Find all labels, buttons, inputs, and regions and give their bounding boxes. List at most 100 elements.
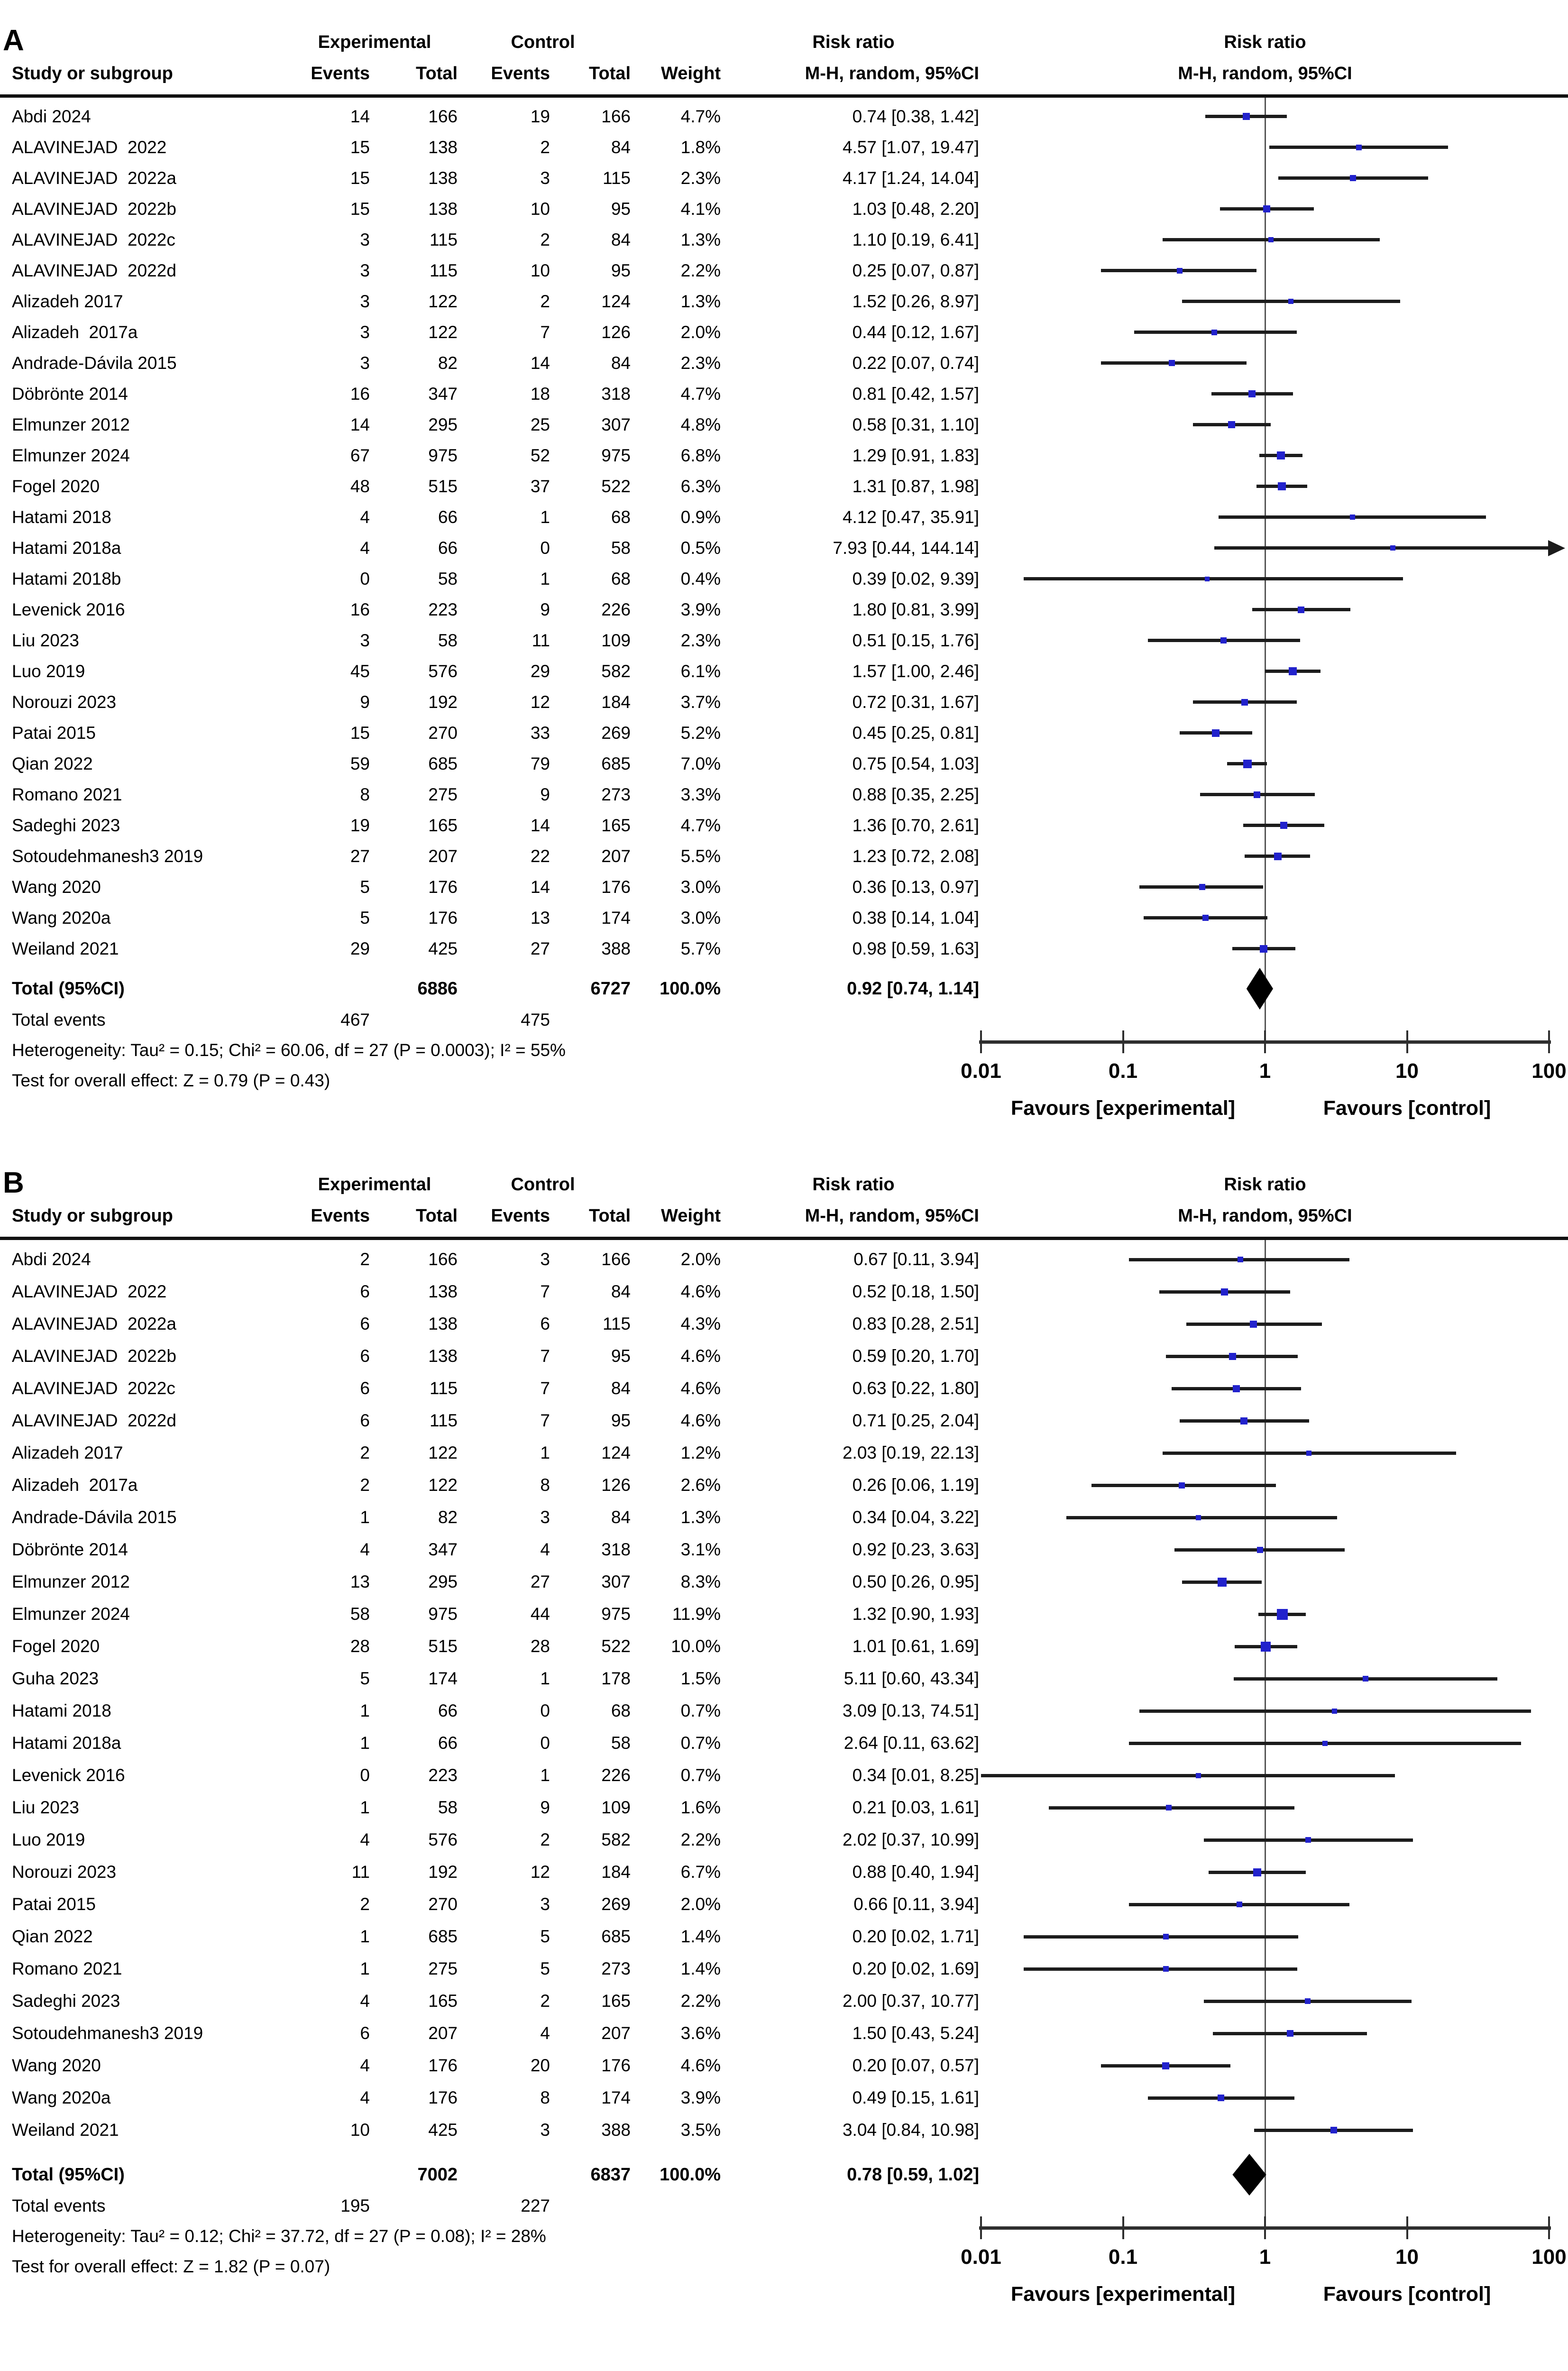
exp-total: 685 [428, 754, 458, 773]
ctl-events: 44 [530, 1604, 550, 1624]
exp-events: 6 [360, 1411, 370, 1430]
exp-events: 4 [360, 1991, 370, 2011]
ci-text: 1.03 [0.48, 2.20] [852, 199, 979, 219]
weight-value: 11.9% [672, 1604, 721, 1624]
study-name: Elmunzer 2012 [12, 1572, 130, 1591]
ctl-events: 37 [530, 476, 550, 496]
tick-label: 0.01 [961, 1059, 1001, 1083]
overall-effect-text: Test for overall effect: Z = 0.79 (P = 0… [12, 1071, 330, 1090]
ctl-events: 2 [540, 291, 550, 311]
exp-events: 4 [360, 2088, 370, 2107]
effect-marker [1202, 915, 1209, 921]
exp-total: 425 [428, 2120, 458, 2140]
ctl-total: 318 [601, 384, 631, 404]
effect-marker [1237, 1257, 1243, 1262]
study-name: Liu 2023 [12, 630, 79, 650]
weight-value: 2.0% [680, 322, 721, 342]
weight-value: 3.5% [680, 2120, 721, 2140]
exp-events: 0 [360, 569, 370, 588]
exp-total: 275 [428, 784, 458, 804]
favours-left-label: Favours [experimental] [1010, 2283, 1236, 2306]
axis-tick [1122, 1030, 1124, 1053]
effect-marker [1298, 606, 1305, 613]
effect-marker [1212, 729, 1220, 737]
weight-value: 1.4% [680, 1927, 721, 1946]
weight-value: 1.4% [680, 1959, 721, 1978]
ci-text: 0.58 [0.31, 1.10] [852, 414, 979, 434]
effect-marker [1363, 1676, 1369, 1682]
risk-ratio-plot-header: Risk ratio [1224, 32, 1306, 52]
study-name: Weiland 2021 [12, 938, 119, 958]
ci-text: 0.59 [0.20, 1.70] [852, 1346, 979, 1366]
method-text-header: M-H, random, 95%CI [805, 64, 979, 83]
exp-total: 122 [428, 291, 458, 311]
study-name: Andrade-Dávila 2015 [12, 1507, 177, 1527]
tick-label: 1 [1259, 2245, 1271, 2269]
exp-total: 66 [438, 1733, 458, 1753]
header-rule [0, 1237, 1568, 1240]
exp-events: 6 [360, 1378, 370, 1398]
weight-value: 0.7% [680, 1733, 721, 1753]
weight-value: 1.3% [680, 1507, 721, 1527]
effect-marker [1241, 698, 1248, 706]
effect-marker [1248, 390, 1256, 397]
exp-events: 45 [350, 661, 370, 681]
ctl-events-header: Events [491, 1206, 550, 1226]
axis-tick [1406, 2216, 1408, 2239]
ci-text: 4.17 [1.24, 14.04] [842, 168, 979, 188]
ci-text: 0.71 [0.25, 2.04] [852, 1411, 979, 1430]
ctl-total: 58 [611, 1733, 631, 1753]
effect-marker [1260, 945, 1268, 953]
ctl-total-header: Total [589, 1206, 631, 1226]
exp-events: 48 [350, 476, 370, 496]
ci-text: 1.50 [0.43, 5.24] [852, 2023, 979, 2043]
risk-ratio-plot-header: Risk ratio [1224, 1175, 1306, 1195]
exp-events: 3 [360, 353, 370, 373]
ci-text: 0.21 [0.03, 1.61] [852, 1798, 979, 1817]
weight-value: 0.5% [680, 538, 721, 558]
ctl-events: 14 [530, 877, 550, 897]
study-name: Sadeghi 2023 [12, 815, 120, 835]
ctl-events: 7 [540, 1346, 550, 1366]
ctl-total: 84 [611, 1507, 631, 1527]
ctl-events: 9 [540, 1798, 550, 1817]
exp-total: 166 [428, 106, 458, 126]
exp-total: 66 [438, 507, 458, 527]
exp-total: 138 [428, 199, 458, 219]
study-name: Wang 2020a [12, 908, 111, 928]
exp-events: 67 [350, 445, 370, 465]
favours-left-label: Favours [experimental] [1010, 1097, 1236, 1120]
weight-value: 1.2% [680, 1443, 721, 1462]
weight-value: 3.3% [680, 784, 721, 804]
exp-total: 165 [428, 815, 458, 835]
ctl-events: 7 [540, 1411, 550, 1430]
exp-total-header: Total [416, 64, 458, 83]
total-events-ctl: 227 [521, 2196, 550, 2215]
exp-events: 1 [360, 1507, 370, 1527]
study-name: ALAVINEJAD 2022b [12, 1346, 176, 1366]
ctl-events: 19 [530, 106, 550, 126]
weight-value: 7.0% [680, 754, 721, 773]
study-name: Fogel 2020 [12, 476, 100, 496]
ci-line [1214, 546, 1549, 550]
ci-text: 1.52 [0.26, 8.97] [852, 291, 979, 311]
total-weight: 100.0% [660, 2165, 721, 2185]
ctl-total: 68 [611, 569, 631, 588]
study-name: Weiland 2021 [12, 2120, 119, 2140]
exp-total: 58 [438, 569, 458, 588]
ctl-total: 165 [601, 815, 631, 835]
experimental-group-header: Experimental [318, 1175, 431, 1195]
ctl-events: 28 [530, 1636, 550, 1656]
ctl-events: 1 [540, 1765, 550, 1785]
ctl-events: 11 [532, 630, 550, 650]
ctl-events: 5 [540, 1959, 550, 1978]
study-name: Andrade-Dávila 2015 [12, 353, 177, 373]
effect-marker [1240, 1417, 1247, 1424]
study-name: ALAVINEJAD 2022a [12, 1314, 176, 1333]
ci-text: 0.81 [0.42, 1.57] [852, 384, 979, 404]
axis-tick [1548, 1030, 1550, 1053]
exp-total: 176 [428, 2056, 458, 2075]
total-events-label: Total events [12, 1010, 106, 1029]
header-rule [0, 94, 1568, 98]
ci-text: 0.52 [0.18, 1.50] [852, 1282, 979, 1301]
